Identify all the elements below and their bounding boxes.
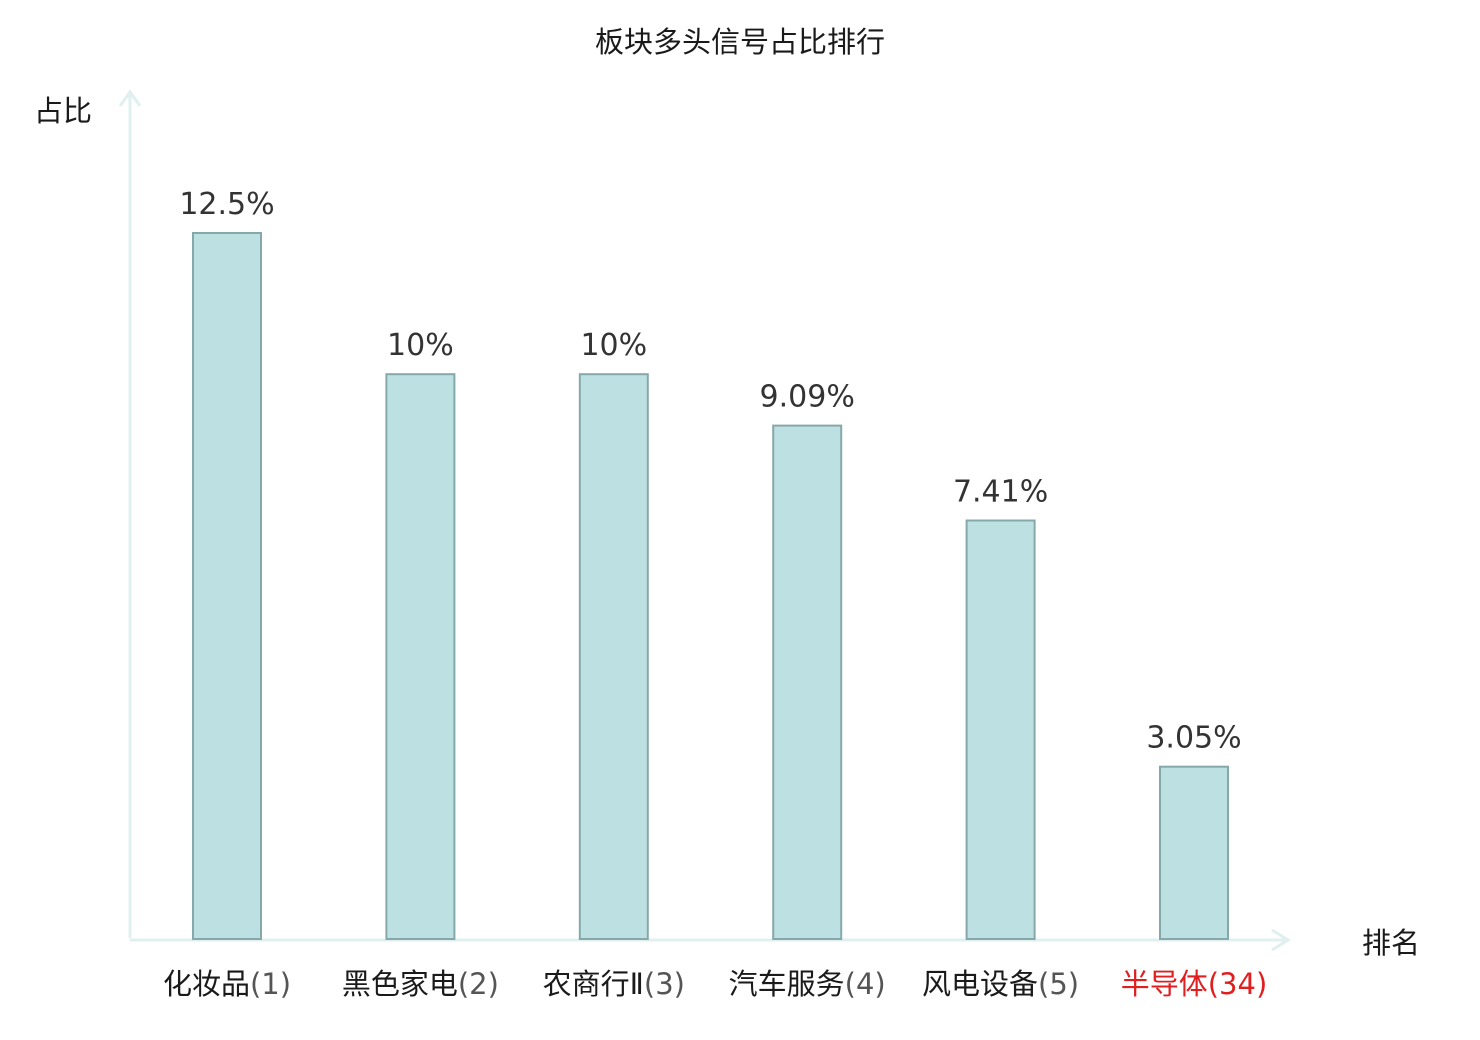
category-rank: (4) bbox=[845, 967, 886, 1001]
category-rank: (1) bbox=[250, 967, 291, 1001]
category-label-5: 风电设备(5) bbox=[922, 967, 1079, 1001]
category-rank: (2) bbox=[458, 967, 499, 1001]
value-label-6: 3.05% bbox=[1146, 721, 1241, 756]
y-axis bbox=[118, 89, 142, 938]
chart-title: 板块多头信号占比排行 bbox=[595, 25, 885, 59]
bar-5 bbox=[965, 519, 1036, 940]
bar-6 bbox=[1159, 765, 1229, 941]
category-labels-group: 化妆品(1) 黑色家电(2) 农商行Ⅱ(3) 汽车服务(4) 风电设备(5) 半导体(34… bbox=[163, 967, 1267, 1001]
y-axis-label: 占比 bbox=[34, 94, 92, 128]
category-label-6: 半导体(34) bbox=[1121, 967, 1268, 1001]
bar-1 bbox=[192, 232, 262, 940]
value-labels-group: 12.5% 10% 10% 9.09% 7.41% 3.05% bbox=[179, 187, 1241, 756]
category-rank: (3) bbox=[644, 967, 685, 1001]
category-label-2: 黑色家电(2) bbox=[342, 967, 499, 1001]
y-axis-arrow-icon bbox=[118, 89, 142, 107]
value-label-5: 7.41% bbox=[953, 475, 1048, 510]
bars-group bbox=[192, 232, 1229, 941]
value-label-1: 12.5% bbox=[179, 187, 274, 222]
category-name: 黑色家电 bbox=[342, 967, 458, 1001]
category-name: 化妆品 bbox=[163, 967, 250, 1001]
category-rank: (5) bbox=[1038, 967, 1079, 1001]
category-name: 汽车服务 bbox=[729, 967, 845, 1001]
category-label-3: 农商行Ⅱ(3) bbox=[543, 967, 685, 1001]
category-name: 农商行Ⅱ bbox=[543, 967, 644, 1001]
x-axis-arrow-icon bbox=[1271, 928, 1291, 952]
category-name: 风电设备 bbox=[922, 967, 1038, 1001]
x-axis bbox=[130, 928, 1291, 952]
value-label-3: 10% bbox=[580, 328, 647, 363]
x-axis-label: 排名 bbox=[1362, 926, 1420, 960]
category-name: 半导体 bbox=[1121, 967, 1208, 1001]
value-label-2: 10% bbox=[387, 328, 454, 363]
value-label-4: 9.09% bbox=[760, 380, 855, 415]
category-label-4: 汽车服务(4) bbox=[729, 967, 886, 1001]
bar-3 bbox=[578, 373, 649, 940]
bar-4 bbox=[772, 424, 843, 941]
bar-2 bbox=[385, 373, 456, 940]
category-rank: (34) bbox=[1208, 967, 1268, 1001]
category-label-1: 化妆品(1) bbox=[163, 967, 291, 1001]
